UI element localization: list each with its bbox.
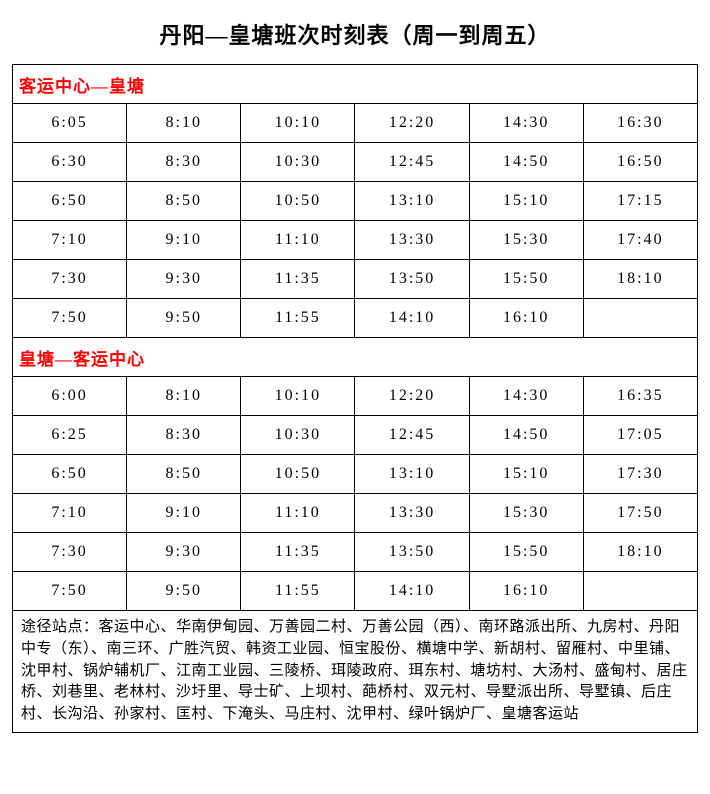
time-cell: 15:10: [469, 455, 583, 494]
time-cell: 14:50: [469, 143, 583, 182]
table-row: 6:008:1010:1012:2014:3016:35: [13, 377, 698, 416]
time-cell: 15:50: [469, 533, 583, 572]
time-cell: 6:05: [13, 104, 127, 143]
time-cell: 10:30: [241, 416, 355, 455]
time-cell: 16:30: [583, 104, 697, 143]
time-cell: 11:55: [241, 572, 355, 611]
timetable-container: 丹阳—皇塘班次时刻表（周一到周五） 客运中心—皇塘6:058:1010:1012…: [0, 0, 710, 741]
time-cell: 13:30: [355, 221, 469, 260]
time-cell: 9:50: [127, 572, 241, 611]
timetable: 客运中心—皇塘6:058:1010:1012:2014:3016:306:308…: [12, 64, 698, 733]
table-row: 7:109:1011:1013:3015:3017:50: [13, 494, 698, 533]
time-cell: 8:10: [127, 377, 241, 416]
time-cell: 16:10: [469, 572, 583, 611]
time-cell: 8:30: [127, 143, 241, 182]
time-cell: 11:10: [241, 221, 355, 260]
time-cell: 13:10: [355, 455, 469, 494]
time-cell: 7:50: [13, 299, 127, 338]
time-cell: 7:10: [13, 221, 127, 260]
time-cell: 6:25: [13, 416, 127, 455]
time-cell: 9:30: [127, 533, 241, 572]
time-cell: 11:10: [241, 494, 355, 533]
time-cell: 8:10: [127, 104, 241, 143]
time-cell: 6:30: [13, 143, 127, 182]
time-cell: 13:50: [355, 533, 469, 572]
time-cell: 10:50: [241, 455, 355, 494]
time-cell: 8:30: [127, 416, 241, 455]
time-cell: 11:35: [241, 533, 355, 572]
table-row: 7:509:5011:5514:1016:10: [13, 572, 698, 611]
page-title: 丹阳—皇塘班次时刻表（周一到周五）: [12, 8, 698, 64]
route-stops-note: 途径站点：客运中心、华南伊甸园、万善园二村、万善公园（西）、南环路派出所、九房村…: [13, 611, 698, 733]
table-row: 6:508:5010:5013:1015:1017:30: [13, 455, 698, 494]
time-cell: 9:10: [127, 494, 241, 533]
time-cell: 17:15: [583, 182, 697, 221]
time-cell: 12:45: [355, 143, 469, 182]
time-cell: 14:30: [469, 377, 583, 416]
time-cell: 17:40: [583, 221, 697, 260]
time-cell: 6:50: [13, 182, 127, 221]
time-cell: 17:05: [583, 416, 697, 455]
time-cell: 12:45: [355, 416, 469, 455]
table-row: 7:309:3011:3513:5015:5018:10: [13, 533, 698, 572]
time-cell: 16:35: [583, 377, 697, 416]
time-cell: 6:50: [13, 455, 127, 494]
time-cell: 16:50: [583, 143, 697, 182]
time-cell: 13:30: [355, 494, 469, 533]
time-cell: 17:50: [583, 494, 697, 533]
time-cell: 11:35: [241, 260, 355, 299]
time-cell: 15:10: [469, 182, 583, 221]
time-cell: 10:10: [241, 377, 355, 416]
time-cell: 6:00: [13, 377, 127, 416]
time-cell: 10:30: [241, 143, 355, 182]
time-cell: 9:50: [127, 299, 241, 338]
time-cell: 18:10: [583, 533, 697, 572]
time-cell: 12:20: [355, 104, 469, 143]
table-row: 6:258:3010:3012:4514:5017:05: [13, 416, 698, 455]
time-cell: 15:30: [469, 494, 583, 533]
time-cell: 15:30: [469, 221, 583, 260]
time-cell: 16:10: [469, 299, 583, 338]
time-cell: 11:55: [241, 299, 355, 338]
time-cell: 14:50: [469, 416, 583, 455]
time-cell: 13:50: [355, 260, 469, 299]
time-cell: 13:10: [355, 182, 469, 221]
time-cell: 14:10: [355, 299, 469, 338]
table-row: 6:508:5010:5013:1015:1017:15: [13, 182, 698, 221]
time-cell: 10:10: [241, 104, 355, 143]
time-cell: 14:30: [469, 104, 583, 143]
time-cell: 10:50: [241, 182, 355, 221]
time-cell: 7:10: [13, 494, 127, 533]
section-header-1: 客运中心—皇塘: [13, 65, 698, 104]
time-cell: [583, 299, 697, 338]
section-header-2: 皇塘—客运中心: [13, 338, 698, 377]
table-row: 6:308:3010:3012:4514:5016:50: [13, 143, 698, 182]
time-cell: 18:10: [583, 260, 697, 299]
time-cell: 14:10: [355, 572, 469, 611]
time-cell: 8:50: [127, 182, 241, 221]
table-row: 6:058:1010:1012:2014:3016:30: [13, 104, 698, 143]
time-cell: 9:10: [127, 221, 241, 260]
time-cell: 9:30: [127, 260, 241, 299]
time-cell: 8:50: [127, 455, 241, 494]
table-row: 7:509:5011:5514:1016:10: [13, 299, 698, 338]
time-cell: 7:30: [13, 533, 127, 572]
time-cell: 17:30: [583, 455, 697, 494]
time-cell: [583, 572, 697, 611]
time-cell: 7:50: [13, 572, 127, 611]
table-row: 7:109:1011:1013:3015:3017:40: [13, 221, 698, 260]
time-cell: 15:50: [469, 260, 583, 299]
time-cell: 7:30: [13, 260, 127, 299]
time-cell: 12:20: [355, 377, 469, 416]
table-row: 7:309:3011:3513:5015:5018:10: [13, 260, 698, 299]
